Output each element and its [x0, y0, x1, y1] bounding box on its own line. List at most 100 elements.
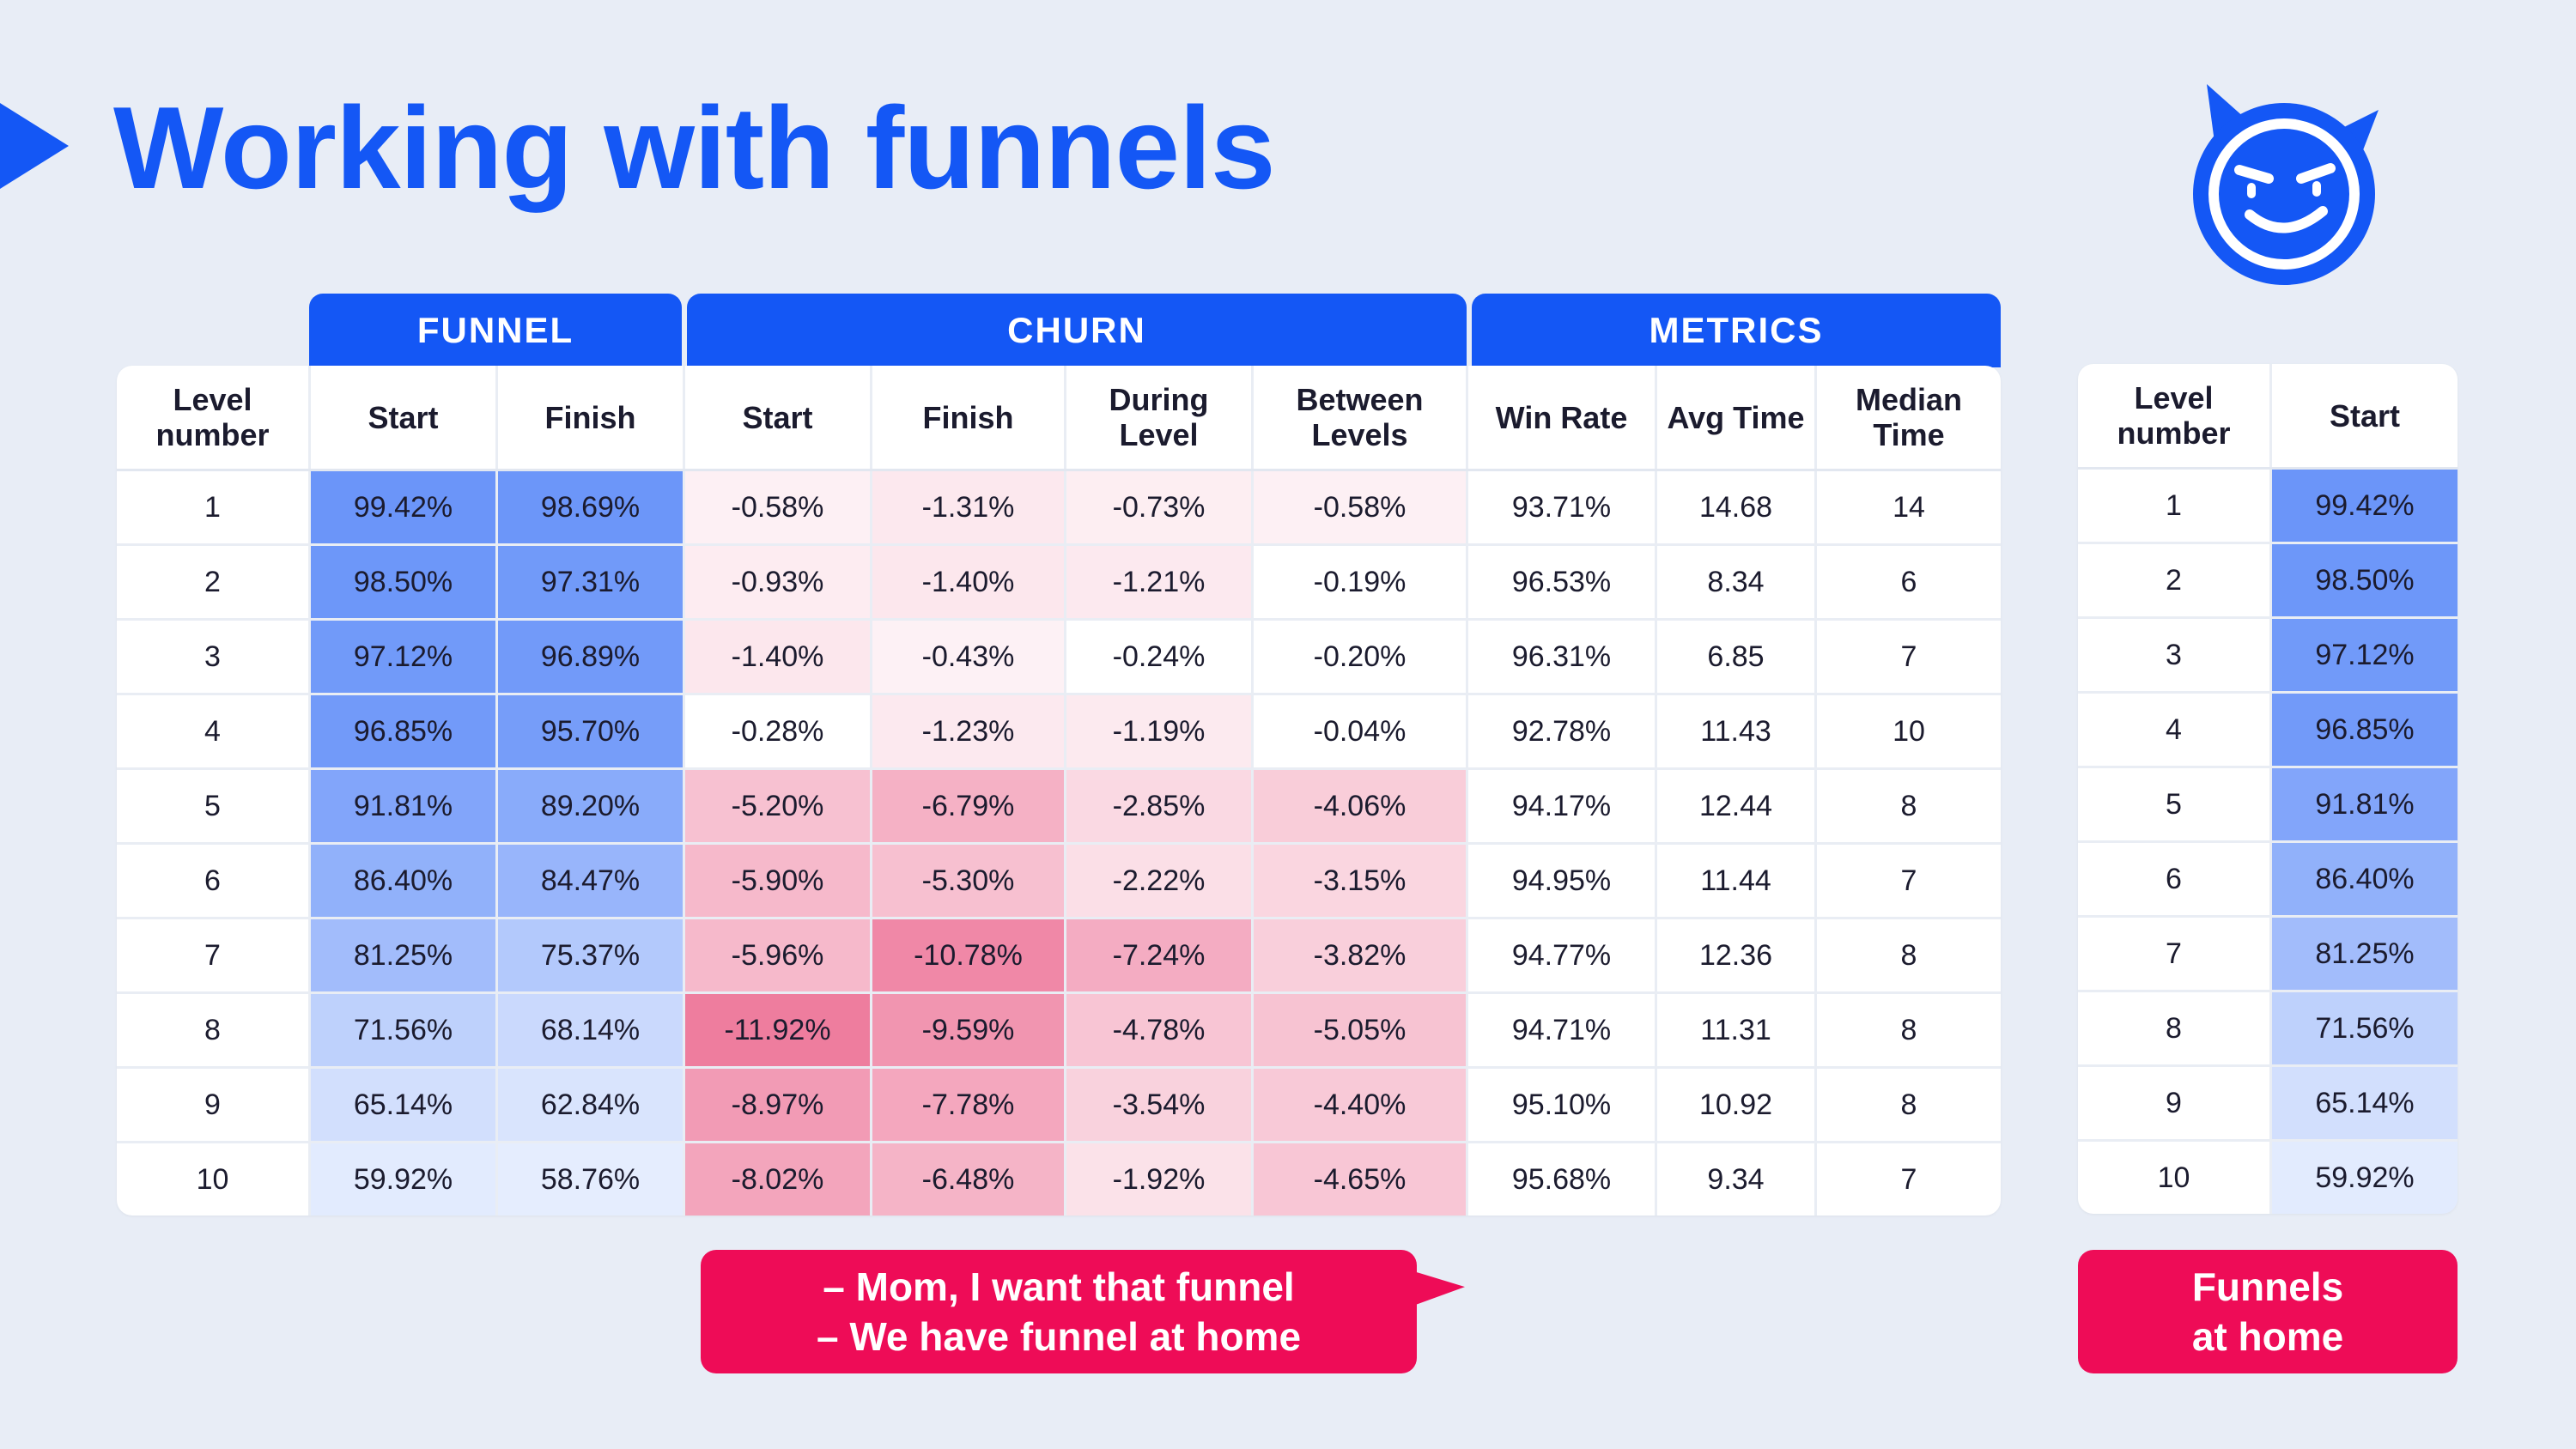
table-cell: -5.20%: [685, 770, 872, 842]
table-cell: 89.20%: [498, 770, 685, 842]
badge-line-1: Funnels: [2191, 1264, 2344, 1309]
table-cell: 97.12%: [2272, 619, 2458, 691]
side-table-row: 7 81.25%: [2078, 918, 2458, 992]
table-cell: -4.40%: [1254, 1069, 1468, 1141]
table-cell: -0.58%: [685, 471, 872, 543]
table-cell: 9: [117, 1069, 311, 1141]
table-cell: -1.92%: [1066, 1143, 1254, 1216]
table-cell: -0.73%: [1066, 471, 1254, 543]
bubble-line-2: – We have funnel at home: [816, 1314, 1302, 1359]
table-cell: 96.53%: [1468, 546, 1657, 618]
table-cell: -1.31%: [872, 471, 1066, 543]
table-cell: 7: [2078, 918, 2272, 990]
table-cell: 81.25%: [2272, 918, 2458, 990]
table-cell: -0.43%: [872, 621, 1066, 693]
table-cell: 3: [2078, 619, 2272, 691]
table-cell: -5.96%: [685, 919, 872, 991]
table-cell: 6.85: [1657, 621, 1817, 693]
table-row: 8 71.56% 68.14% -11.92% -9.59% -4.78% -5.05% 94…: [117, 994, 2001, 1069]
table-cell: 8.34: [1657, 546, 1817, 618]
column-header: Start: [2329, 397, 2401, 433]
funnel-table: Level number Start Finish Start Finish During…: [117, 366, 2001, 1216]
table-row: 2 98.50% 97.31% -0.93% -1.40% -1.21% -0.19% 96.…: [117, 546, 2001, 621]
table-cell: 8: [117, 994, 311, 1066]
devil-smiley-icon: [2193, 84, 2379, 285]
table-cell: 65.14%: [311, 1069, 498, 1141]
column-header: Start: [311, 366, 498, 469]
table-cell: 1: [117, 471, 311, 543]
table-cell: 8: [1900, 1013, 1917, 1046]
table-cell: 9.34: [1657, 1143, 1817, 1216]
table-cell: -1.40%: [685, 621, 872, 693]
side-table-row: 1 99.42%: [2078, 470, 2458, 544]
table-cell: -3.54%: [1066, 1069, 1254, 1141]
table-cell: 94.95%: [1468, 845, 1657, 917]
group-header-churn: CHURN: [687, 294, 1467, 367]
column-header: Between Levels: [1254, 366, 1468, 469]
table-cell: 75.37%: [498, 919, 685, 991]
table-cell: 99.42%: [311, 471, 498, 543]
table-cell: -8.97%: [685, 1069, 872, 1141]
side-table-row: 2 98.50%: [2078, 544, 2458, 619]
column-header: Median Time: [1855, 382, 1962, 452]
table-cell: 71.56%: [2272, 992, 2458, 1064]
table-cell: 11.31: [1657, 994, 1817, 1066]
column-header: Level number: [2078, 364, 2272, 467]
table-cell: -0.28%: [685, 695, 872, 767]
side-table-row: 8 71.56%: [2078, 992, 2458, 1067]
table-cell: 92.78%: [1468, 695, 1657, 767]
table-cell: 7: [1900, 864, 1917, 897]
table-row: 6 86.40% 84.47% -5.90% -5.30% -2.22% -3.15% 94.…: [117, 845, 2001, 919]
table-cell: -3.82%: [1254, 919, 1468, 991]
table-row: 10 59.92% 58.76% -8.02% -6.48% -1.92% -4.65% 95…: [117, 1143, 2001, 1216]
table-cell: 95.70%: [498, 695, 685, 767]
table-cell: 98.50%: [2272, 544, 2458, 616]
table-cell: 71.56%: [311, 994, 498, 1066]
table-cell: -4.06%: [1254, 770, 1468, 842]
table-cell: -7.24%: [1066, 919, 1254, 991]
table-cell: 11.44: [1657, 845, 1817, 917]
table-cell: -10.78%: [872, 919, 1066, 991]
side-table-row: 3 97.12%: [2078, 619, 2458, 694]
table-cell: 94.17%: [1468, 770, 1657, 842]
table-cell: 94.77%: [1468, 919, 1657, 991]
table-cell: 96.85%: [2272, 694, 2458, 766]
column-header: Finish: [498, 366, 685, 469]
table-cell: 12.36: [1657, 919, 1817, 991]
table-cell: 10: [2078, 1142, 2272, 1214]
table-cell: -0.24%: [1066, 621, 1254, 693]
table-cell: -2.85%: [1066, 770, 1254, 842]
table-cell: 59.92%: [2272, 1142, 2458, 1214]
table-cell: 7: [117, 919, 311, 991]
table-cell: 7: [1900, 1162, 1917, 1196]
table-cell: 65.14%: [2272, 1067, 2458, 1139]
table-cell: 95.10%: [1468, 1069, 1657, 1141]
table-cell: -6.48%: [872, 1143, 1066, 1216]
table-cell: 91.81%: [2272, 768, 2458, 840]
column-header: Start: [685, 366, 872, 469]
table-cell: 94.71%: [1468, 994, 1657, 1066]
column-header: During Level: [1066, 366, 1254, 469]
table-cell: -3.15%: [1254, 845, 1468, 917]
table-cell: -5.30%: [872, 845, 1066, 917]
funnels-at-home-badge: Funnels at home: [2078, 1250, 2458, 1373]
table-cell: 96.31%: [1468, 621, 1657, 693]
table-row: 3 97.12% 96.89% -1.40% -0.43% -0.24% -0.20% 96.…: [117, 621, 2001, 695]
speech-bubble: – Mom, I want that funnel – We have funn…: [701, 1250, 1417, 1373]
table-cell: -9.59%: [872, 994, 1066, 1066]
table-cell: -0.20%: [1254, 621, 1468, 693]
table-cell: 6: [117, 845, 311, 917]
table-cell: 8: [1900, 1088, 1917, 1121]
table-cell: -7.78%: [872, 1069, 1066, 1141]
table-cell: -5.05%: [1254, 994, 1468, 1066]
table-cell: 59.92%: [311, 1143, 498, 1216]
table-cell: 5: [117, 770, 311, 842]
bubble-line-1: – Mom, I want that funnel: [823, 1264, 1295, 1309]
column-header: Finish: [872, 366, 1066, 469]
table-cell: 6: [2078, 843, 2272, 915]
table-cell: 8: [1900, 789, 1917, 822]
table-cell: 99.42%: [2272, 470, 2458, 542]
table-cell: -4.65%: [1254, 1143, 1468, 1216]
table-cell: -1.23%: [872, 695, 1066, 767]
table-cell: 10: [117, 1143, 311, 1216]
